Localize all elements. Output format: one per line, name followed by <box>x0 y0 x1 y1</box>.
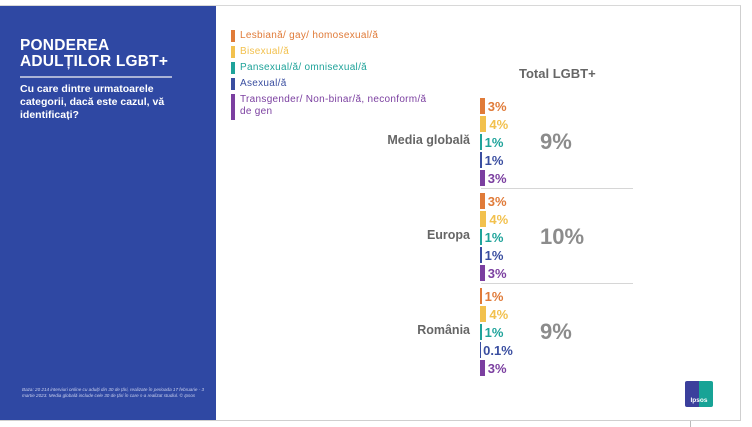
title-panel: PONDEREA ADULȚILOR LGBT+ Cu care dintre … <box>0 6 216 420</box>
data-label: 0.1% <box>483 342 513 358</box>
bar-row: 3% <box>480 359 507 377</box>
bar <box>480 265 485 281</box>
legend-swatch <box>231 46 235 58</box>
bar-row: 1% <box>480 151 503 169</box>
data-label: 1% <box>484 288 504 304</box>
legend-label: Transgender/ Non-binar/ă, neconform/ă de… <box>240 94 427 117</box>
bar-row: 3% <box>480 169 507 187</box>
legend: Lesbiană/ gay/ homosexual/ă Bisexual/ă Pan… <box>231 30 430 122</box>
data-label: 1% <box>484 247 504 263</box>
category-label: România <box>417 323 470 337</box>
bar-row: 1% <box>480 287 503 305</box>
bar <box>480 98 485 114</box>
bar-row: 4% <box>480 305 508 323</box>
data-label: 1% <box>484 152 504 168</box>
legend-item: Asexual/ă <box>231 78 430 94</box>
chart-group: România 1% 4% 1% 0.1% 3% 9% <box>300 287 610 377</box>
data-label: 3% <box>487 360 507 376</box>
divider <box>690 421 691 427</box>
total-value: 9% <box>540 129 572 154</box>
bar-row: 4% <box>480 210 508 228</box>
data-label: 3% <box>487 193 507 209</box>
data-label: 3% <box>487 98 507 114</box>
data-label: 3% <box>487 265 507 281</box>
bar-row: 1% <box>480 228 503 246</box>
slide-border <box>0 5 741 421</box>
bar <box>480 229 482 245</box>
bar <box>480 116 487 132</box>
data-label: 1% <box>484 229 504 245</box>
total-value: 9% <box>540 319 572 344</box>
group-separator <box>481 188 633 189</box>
category-label: Media globală <box>387 133 470 147</box>
legend-label: Asexual/ă <box>240 78 287 89</box>
legend-item: Bisexual/ă <box>231 46 430 62</box>
chart-group: Europa 3% 4% 1% 1% 3% 10% <box>300 192 633 284</box>
title-line-1: PONDEREA <box>20 37 110 54</box>
question-text: Cu care dintre urmatoarele categorii, da… <box>20 83 165 121</box>
bar <box>480 170 485 186</box>
page-title: PONDEREA ADULȚILOR LGBT+ <box>20 38 168 70</box>
legend-label: Lesbiană/ gay/ homosexual/ă <box>240 30 379 41</box>
title-underline <box>20 76 172 78</box>
legend-item: Pansexual/ă/ omnisexual/ă <box>231 62 430 78</box>
ipsos-logo: Ipsos <box>685 381 713 407</box>
bar <box>480 211 487 227</box>
chart-group: Media globală 3% 4% 1% 1% 3% 9% <box>300 97 633 189</box>
bar-row: 0.1% <box>480 341 513 359</box>
legend-swatch <box>231 62 235 74</box>
total-header: Total LGBT+ <box>519 66 596 81</box>
legend-swatch <box>231 94 235 120</box>
bar <box>480 193 485 209</box>
legend-swatch <box>231 78 235 90</box>
group-separator <box>481 283 633 284</box>
bar <box>480 152 482 168</box>
category-label: Europa <box>426 228 470 242</box>
bar <box>480 306 487 322</box>
legend-item: Lesbiană/ gay/ homosexual/ă <box>231 30 430 46</box>
bar-row: 3% <box>480 192 507 210</box>
data-label: 1% <box>484 324 504 340</box>
bar <box>480 134 482 150</box>
data-label: 4% <box>489 116 509 132</box>
total-value: 10% <box>540 224 585 249</box>
bar-row: 3% <box>480 264 507 282</box>
bar-row: 3% <box>480 97 507 115</box>
logo-text: Ipsos <box>690 397 708 404</box>
legend-label: Pansexual/ă/ omnisexual/ă <box>240 62 368 73</box>
data-label: 4% <box>489 211 509 227</box>
bar <box>480 288 482 304</box>
title-line-2: ADULȚILOR LGBT+ <box>20 53 169 70</box>
footnote: Baza: 20 214 interviuri online cu adulți… <box>22 387 205 399</box>
data-label: 3% <box>487 170 507 186</box>
bar-row: 1% <box>480 246 503 264</box>
bar <box>480 247 482 263</box>
bar-row: 4% <box>480 115 508 133</box>
data-label: 1% <box>484 134 504 150</box>
legend-item: Transgender/ Non-binar/ă, neconform/ă de… <box>231 94 430 122</box>
bar <box>480 360 485 376</box>
legend-swatch <box>231 30 235 42</box>
legend-label: Bisexual/ă <box>240 46 290 57</box>
bar <box>480 324 482 340</box>
bar-row: 1% <box>480 133 503 151</box>
bar-row: 1% <box>480 323 503 341</box>
data-label: 4% <box>489 306 509 322</box>
